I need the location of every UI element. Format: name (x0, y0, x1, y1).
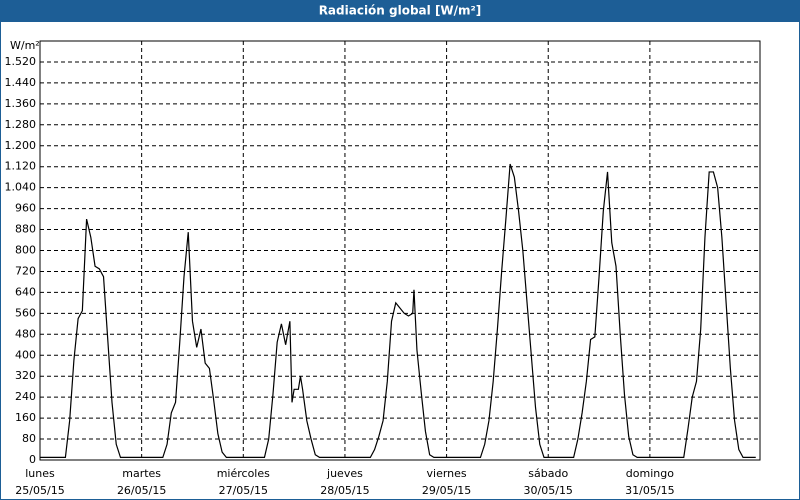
y-tick-label: 400 (15, 348, 36, 361)
x-tick-label: jueves (326, 467, 363, 480)
x-tick-date: 26/05/15 (117, 484, 166, 497)
y-tick-label: 480 (15, 327, 36, 340)
x-tick-date: 31/05/15 (625, 484, 674, 497)
y-tick-label: 0 (29, 453, 36, 466)
y-tick-label: 880 (15, 223, 36, 236)
y-tick-label: 720 (15, 264, 36, 277)
y-tick-label: 1.280 (5, 118, 37, 131)
y-tick-label: 640 (15, 285, 36, 298)
x-tick-date: 25/05/15 (15, 484, 64, 497)
y-tick-label: 1.200 (5, 139, 37, 152)
y-tick-label: 320 (15, 369, 36, 382)
y-tick-label: 1.040 (5, 181, 37, 194)
y-tick-label: 1.520 (5, 55, 37, 68)
x-tick-label: viernes (427, 467, 467, 480)
x-tick-date: 29/05/15 (422, 484, 471, 497)
x-tick-label: martes (122, 467, 161, 480)
y-tick-label: 240 (15, 390, 36, 403)
x-tick-date: 27/05/15 (219, 484, 268, 497)
y-tick-label: 1.440 (5, 76, 37, 89)
y-tick-label: 160 (15, 411, 36, 424)
x-tick-label: sábado (528, 467, 568, 480)
data-line (40, 163, 756, 458)
y-tick-label: 1.360 (5, 97, 37, 110)
x-tick-date: 28/05/15 (320, 484, 369, 497)
plot-area (39, 40, 761, 461)
window-title: Radiación global [W/m²] (319, 4, 482, 18)
y-tick-label: 80 (22, 432, 36, 445)
x-tick-date: 30/05/15 (524, 484, 573, 497)
y-tick-label: 960 (15, 202, 36, 215)
y-tick-label: 560 (15, 306, 36, 319)
y-tick-label: 1.120 (5, 160, 37, 173)
x-tick-label: domingo (626, 467, 674, 480)
y-tick-label: 800 (15, 244, 36, 257)
title-bar (0, 0, 800, 22)
y-axis-unit: W/m² (10, 39, 40, 52)
x-tick-label: miércoles (217, 467, 270, 480)
x-tick-label: lunes (25, 467, 55, 480)
